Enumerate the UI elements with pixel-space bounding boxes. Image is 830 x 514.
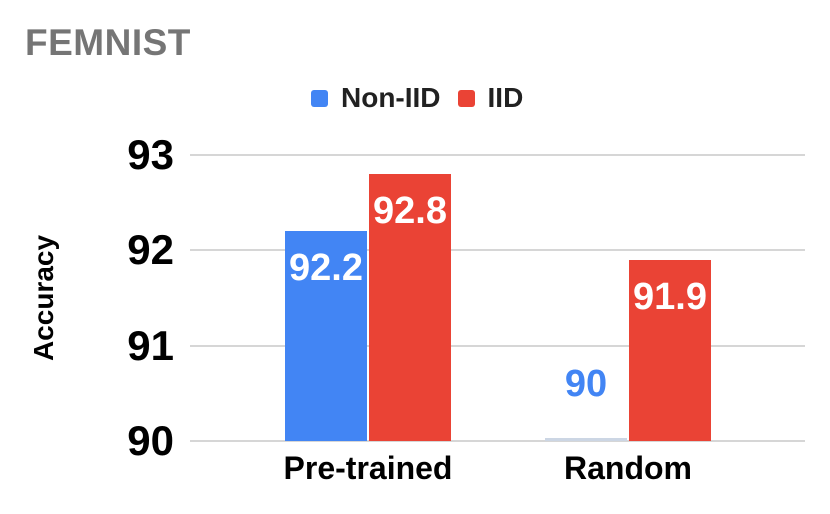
x-category-random: Random [564, 450, 692, 486]
bar-pre-trained-iid [369, 174, 451, 441]
bar-value-label-pre-trained-iid: 92.8 [373, 190, 447, 233]
blue-square-icon [311, 89, 328, 107]
y-tick-label-90: 90 [127, 417, 174, 464]
y-tick-label-91: 91 [127, 321, 174, 369]
gridline-91 [190, 344, 805, 347]
y-tick-label-93: 93 [127, 131, 174, 178]
bar-random-iid [629, 259, 711, 441]
red-square-icon [457, 89, 475, 107]
y-axis-title: Accuracy [28, 234, 59, 362]
bar-value-label-pre-trained-non-iid: 92.2 [289, 247, 363, 290]
legend-label-non-iid: Non-IID [341, 82, 441, 113]
x-category-pre-trained: Pre-trained [283, 450, 453, 486]
chart-title: FEMNIST [25, 22, 191, 63]
bar-value-label-random-non-iid: 90 [564, 363, 608, 405]
gridline-92 [190, 249, 805, 252]
bar-pre-trained-non-iid [285, 231, 367, 441]
legend-item-non-iid: Non-IID [311, 84, 441, 112]
legend-item-iid: IID [457, 82, 524, 113]
bar-random-non-iid [545, 438, 627, 441]
legend-label-iid: IID [487, 82, 524, 113]
legend: Non-IID IID [311, 84, 523, 112]
y-tick-label-92: 92 [127, 226, 174, 274]
gridline-90 [190, 440, 805, 442]
bar-value-label-random-iid: 91.9 [633, 275, 707, 318]
gridline-93 [190, 154, 805, 156]
